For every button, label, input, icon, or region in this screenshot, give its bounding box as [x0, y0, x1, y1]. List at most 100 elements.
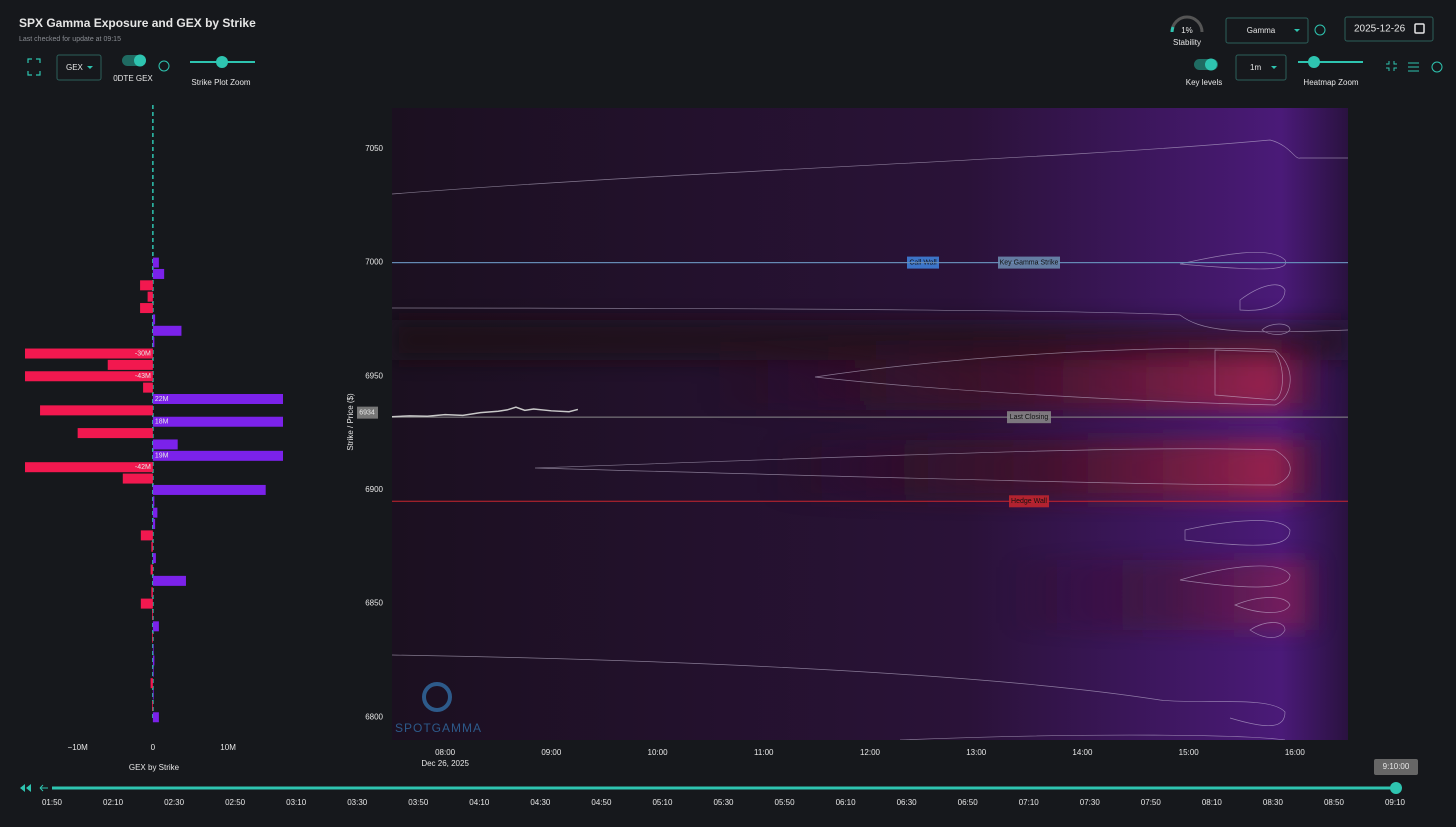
bar: [152, 314, 156, 325]
mode-select-text: Gamma: [1247, 26, 1276, 35]
collapse-icon[interactable]: [1386, 61, 1397, 71]
stability-value: 1%: [1181, 26, 1193, 35]
stability-fill: [1170, 26, 1175, 33]
slider-knob[interactable]: [1308, 56, 1320, 68]
timeline-tick: 03:10: [286, 798, 307, 807]
value-label: 18M: [155, 419, 169, 426]
y-tick-label: 6950: [365, 371, 383, 380]
x-tick-label: 11:00: [754, 748, 774, 757]
bar: [152, 484, 266, 495]
bar: [152, 609, 153, 620]
x-tick-label: 13:00: [966, 748, 987, 757]
bar: [150, 678, 153, 689]
timeline-tick: 06:50: [958, 798, 979, 807]
heatmap-zoom-label: Heatmap Zoom: [1303, 78, 1358, 87]
bar: [150, 564, 153, 575]
bar: [152, 507, 158, 518]
bar: [25, 462, 153, 473]
theme-icon[interactable]: [1431, 61, 1443, 73]
dynamic-layer: −10M 0 10M GEX by Strike -30M -43M 22M 18M 19M -4…: [20, 105, 1418, 807]
bar: [143, 382, 153, 393]
gex-bars: [25, 257, 283, 723]
y-tick-label: 6850: [365, 599, 383, 608]
x-tick-label: 10M: [220, 743, 236, 752]
bar: [152, 439, 178, 450]
bar: [152, 268, 165, 279]
timeline-tick: 05:10: [652, 798, 673, 807]
bar: [140, 280, 153, 291]
value-label: -43M: [135, 373, 151, 380]
settings-icon[interactable]: [1408, 62, 1419, 72]
interval-text: 1m: [1250, 63, 1261, 72]
x-tick-label: 15:00: [1179, 748, 1200, 757]
bar: [140, 303, 153, 314]
watermark: SPOTGAMMA: [395, 721, 482, 735]
x-axis-label: GEX by Strike: [129, 763, 180, 772]
bar: [152, 644, 154, 655]
bar: [152, 575, 186, 586]
expand-icon[interactable]: [27, 58, 41, 76]
bar: [140, 598, 153, 609]
timeline-tick: 08:10: [1202, 798, 1223, 807]
price-line: [391, 406, 579, 418]
key-level-label: Hedge Wall: [1011, 498, 1047, 505]
timeline-tick: 02:10: [103, 798, 124, 807]
caret: [1294, 29, 1300, 32]
bar: [152, 519, 156, 530]
slider-knob[interactable]: [216, 56, 228, 68]
price-label: 6934: [359, 409, 375, 416]
gex-select[interactable]: [56, 54, 102, 81]
timeline-tick: 04:30: [530, 798, 551, 807]
timeline-tick: 08:50: [1324, 798, 1345, 807]
y-tick-label: 6900: [365, 485, 383, 494]
x-tick-label: 10:00: [648, 748, 669, 757]
back-icon[interactable]: [39, 784, 48, 792]
key-levels-label: Key levels: [1186, 78, 1222, 87]
mode-select[interactable]: [1225, 17, 1309, 44]
odte-label: 0DTE GEX: [113, 74, 153, 83]
timeline-tick: 07:10: [1019, 798, 1040, 807]
value-label: -42M: [135, 464, 151, 471]
timeline-tick: 05:30: [713, 798, 734, 807]
date-text: 2025-12-26: [1354, 24, 1406, 35]
date-picker[interactable]: [1344, 16, 1434, 42]
info-icon[interactable]: [1314, 24, 1326, 36]
timeline-tick: 05:50: [775, 798, 796, 807]
stability-label: Stability: [1173, 38, 1201, 47]
bar: [140, 530, 153, 541]
rewind-icon[interactable]: [20, 784, 31, 792]
strike-zoom-label: Strike Plot Zoom: [191, 78, 250, 87]
key-level-label: Last Closing: [1010, 414, 1049, 421]
timeline-tick: 07:30: [1080, 798, 1101, 807]
timeline-tick: 03:30: [347, 798, 368, 807]
bar: [152, 553, 156, 564]
bar: [151, 541, 153, 552]
x-tick-label: 0: [151, 743, 156, 752]
calendar-icon[interactable]: [1414, 23, 1425, 34]
bar: [152, 655, 155, 666]
x-tick-label: 14:00: [1072, 748, 1093, 757]
timeline-knob[interactable]: [1390, 782, 1402, 794]
bar: [147, 291, 153, 302]
gex-select-text: GEX: [66, 63, 84, 72]
timeline-tick: 02:50: [225, 798, 246, 807]
bar: [25, 348, 153, 359]
bar: [152, 393, 283, 404]
x-tick-label: 09:00: [541, 748, 562, 757]
bar: [122, 473, 153, 484]
value-label: 22M: [155, 396, 169, 403]
bar: [152, 689, 154, 700]
bar: [152, 666, 154, 677]
value-label: -30M: [135, 350, 151, 357]
info-icon[interactable]: [158, 60, 170, 72]
interval-select[interactable]: [1235, 54, 1287, 81]
key-level-label: Key Gamma Strike: [1000, 259, 1059, 266]
key-level-tag: [1009, 495, 1049, 508]
title: SPX Gamma Exposure and GEX by Strike: [19, 16, 256, 30]
bar: [77, 428, 153, 439]
timeline-tick: 02:30: [164, 798, 185, 807]
timeline-tick: 07:50: [1141, 798, 1162, 807]
y-tick-label: 7000: [365, 258, 383, 267]
x-tick-label: −10M: [68, 743, 89, 752]
